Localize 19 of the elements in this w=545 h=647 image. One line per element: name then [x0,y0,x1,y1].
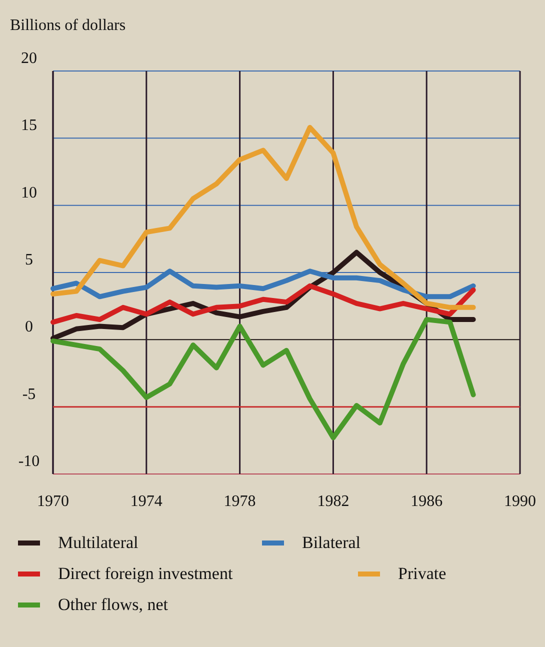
legend-label: Direct foreign investment [58,564,233,583]
x-tick-label: 1974 [130,493,162,510]
y-tick-label: -5 [22,386,36,403]
y-axis-title: Billions of dollars [10,17,126,34]
legend-label: Multilateral [58,533,139,552]
y-tick-label: 20 [21,50,37,67]
y-tick-label: 10 [21,184,37,202]
y-tick-label: -10 [18,453,40,470]
legend-label: Private [398,564,446,583]
legend-label: Bilateral [302,533,361,552]
x-tick-label: 1970 [37,493,69,510]
x-tick-label: 1990 [504,493,536,510]
x-tick-label: 1986 [410,493,443,510]
y-tick-label: 15 [21,117,37,134]
y-tick-label: 5 [25,252,33,268]
legend-label: Other flows, net [58,595,168,614]
x-tick-label: 1978 [224,493,256,510]
y-tick-label: 0 [25,318,33,336]
x-tick-label: 1982 [317,493,350,510]
